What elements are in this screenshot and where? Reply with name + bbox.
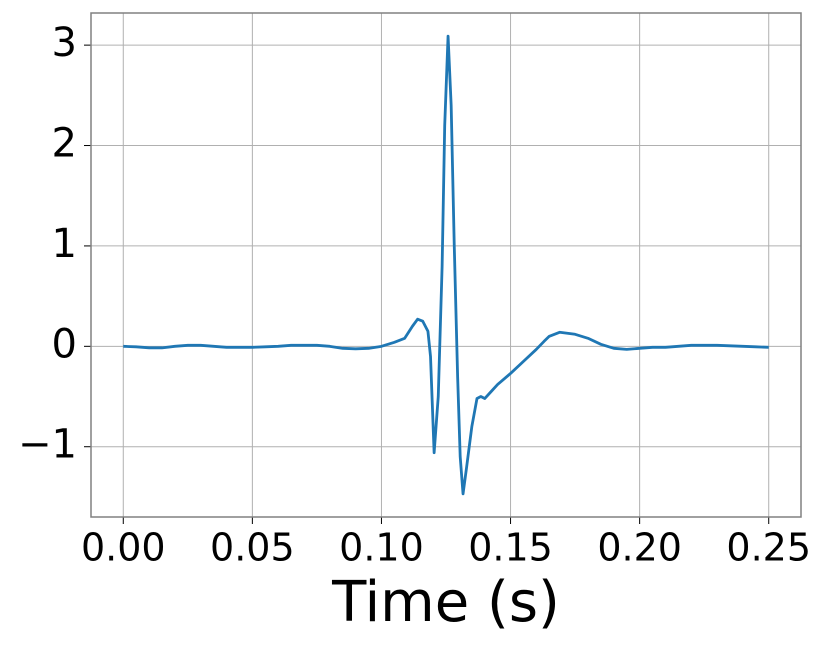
y-tick-label: 3 xyxy=(52,20,77,66)
x-tick-label: 0.15 xyxy=(468,526,553,570)
x-tick-label: 0.25 xyxy=(726,526,811,570)
plot-frame xyxy=(90,12,802,518)
y-tick-label: −1 xyxy=(18,422,77,468)
x-tick-label: 0.20 xyxy=(597,526,682,570)
x-tick-label: 0.05 xyxy=(210,526,295,570)
y-tick-label: 2 xyxy=(52,121,77,167)
x-tick-label: 0.10 xyxy=(339,526,424,570)
y-tick-label: 1 xyxy=(52,221,77,267)
y-tick-label: 0 xyxy=(52,321,77,367)
line-series xyxy=(123,34,769,496)
x-axis-label: Time (s) xyxy=(331,570,560,635)
x-tick-label: 0.00 xyxy=(81,526,166,570)
